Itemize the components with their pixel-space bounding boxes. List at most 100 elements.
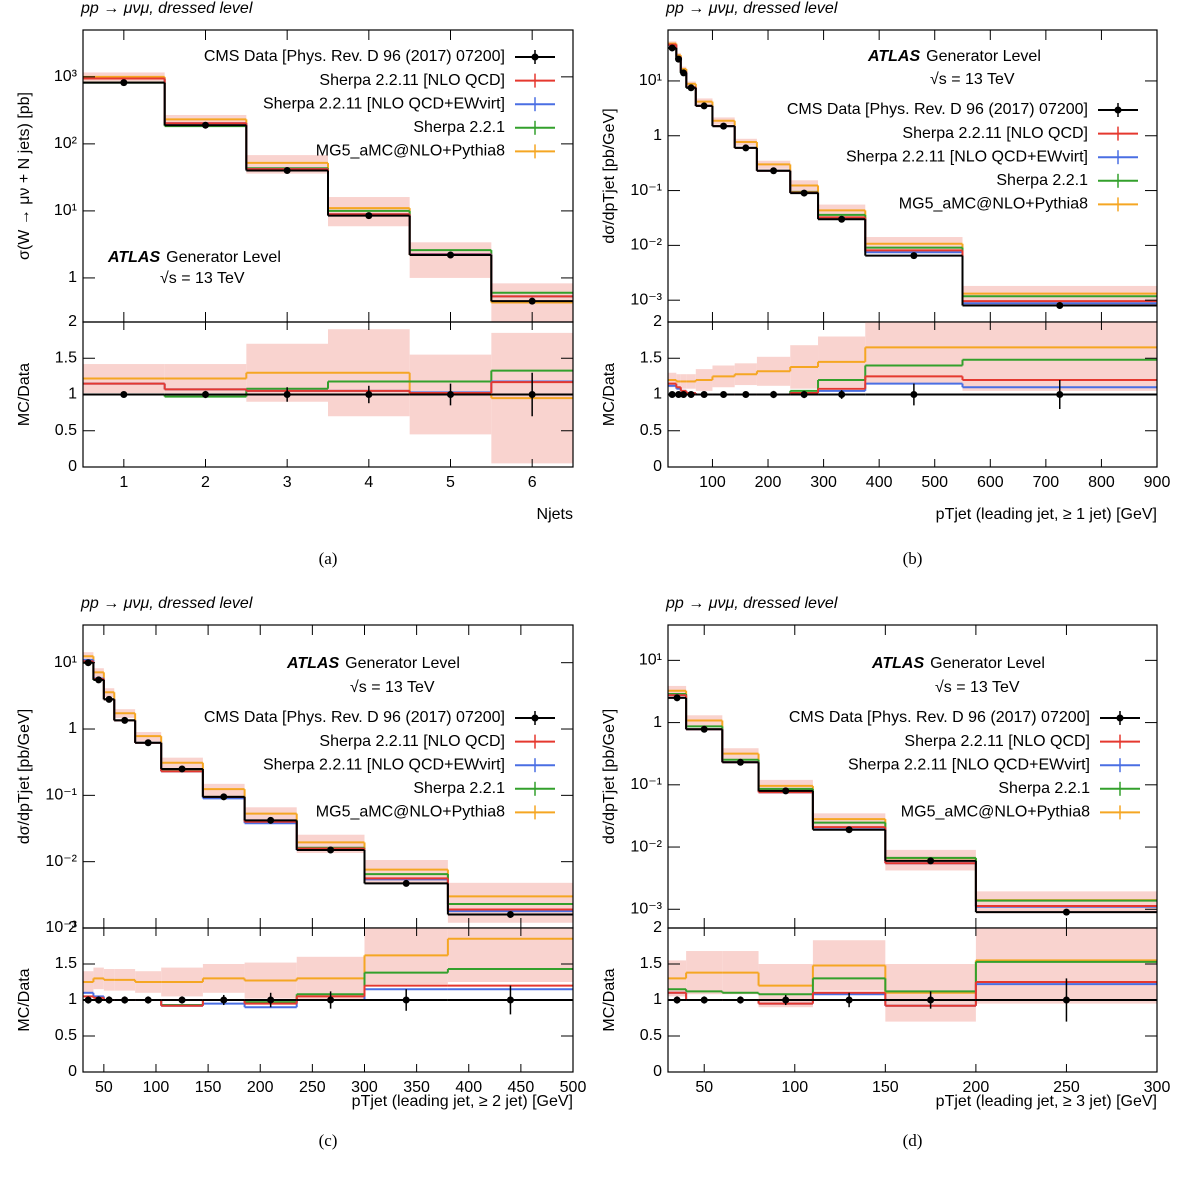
data-point <box>687 84 695 92</box>
y-tick-label: 2 <box>68 313 77 330</box>
x-tick-label: 100 <box>143 1079 170 1096</box>
legend-label: Sherpa 2.2.1 <box>413 119 505 136</box>
y-tick-label: 1 <box>653 386 662 403</box>
y-tick-label: 10⁻² <box>630 838 662 855</box>
data-point <box>202 121 209 129</box>
y-tick-label: 1 <box>68 386 77 403</box>
data-point <box>736 758 744 766</box>
x-tick-label: 200 <box>755 474 782 491</box>
data-point <box>782 996 790 1004</box>
y-axis-label: dσ/dpTjet [pb/GeV] <box>16 709 33 844</box>
data-point <box>800 189 808 197</box>
y-tick-label: 2 <box>653 919 662 936</box>
data-point <box>680 69 688 77</box>
data-point <box>506 910 514 918</box>
atlas-label: ATLAS <box>867 48 920 65</box>
legend-label: MG5_aMC@NLO+Pythia8 <box>316 143 505 160</box>
y-axis-label: MC/Data <box>16 968 33 1031</box>
annotation: Generator Level <box>930 655 1045 672</box>
legend-label: Sherpa 2.2.11 [NLO QCD] <box>319 72 505 89</box>
y-tick-label: 0.5 <box>55 1027 77 1044</box>
y-tick-label: 10¹ <box>639 652 662 669</box>
subtitle: pp → μνμ, dressed level <box>80 595 253 612</box>
subtitle: pp → μνμ, dressed level <box>665 0 838 17</box>
y-axis-label: MC/Data <box>601 968 618 1031</box>
caption: (b) <box>903 549 923 568</box>
x-tick-label: 300 <box>1144 1079 1171 1096</box>
y-tick-label: 1 <box>68 991 77 1008</box>
y-tick-label: 1.5 <box>640 349 662 366</box>
data-point <box>770 167 778 175</box>
data-point <box>267 996 275 1004</box>
x-tick-label: 700 <box>1033 474 1060 491</box>
atlas-label: ATLAS <box>871 655 924 672</box>
legend-label: Sherpa 2.2.11 [NLO QCD+EWvirt] <box>263 95 505 112</box>
annotation: √s = 13 TeV <box>160 270 245 287</box>
data-point <box>700 102 708 110</box>
data-point <box>120 391 128 398</box>
annotation: √s = 13 TeV <box>350 679 435 696</box>
atlas-label: ATLAS <box>107 249 160 266</box>
data-point <box>720 391 728 398</box>
y-tick-label: 2 <box>68 919 77 936</box>
x-axis-label: pTjet (leading jet, ≥ 3 jet) [GeV] <box>936 1093 1157 1110</box>
y-axis-label: dσ/dpTjet [pb/GeV] <box>601 108 618 243</box>
legend-label: CMS Data [Phys. Rev. D 96 (2017) 07200] <box>204 48 505 65</box>
data-point <box>121 716 129 724</box>
data-point <box>178 765 186 773</box>
uncertainty-band <box>447 928 573 982</box>
x-tick-label: 4 <box>364 474 373 491</box>
data-point <box>675 55 683 63</box>
y-tick-label: 10² <box>54 135 78 152</box>
data-point <box>402 996 410 1004</box>
y-axis-label: MC/Data <box>601 363 618 426</box>
data-point <box>283 391 291 398</box>
legend-label: MG5_aMC@NLO+Pythia8 <box>316 804 505 821</box>
plot-area <box>668 685 1157 916</box>
y-tick-label: 1 <box>653 127 662 144</box>
data-point <box>447 391 454 398</box>
data-point <box>800 391 808 398</box>
x-tick-label: 350 <box>403 1079 430 1096</box>
y-tick-label: 0.5 <box>640 422 662 439</box>
legend-label: MG5_aMC@NLO+Pythia8 <box>899 196 1088 213</box>
data-point <box>700 996 708 1004</box>
data-point <box>700 725 708 733</box>
y-tick-label: 0 <box>653 458 662 475</box>
annotation: √s = 13 TeV <box>935 679 1020 696</box>
annotation: √s = 13 TeV <box>930 71 1015 88</box>
data-point <box>680 391 688 398</box>
data-point <box>365 212 373 220</box>
data-point <box>220 793 228 801</box>
legend-label: Sherpa 2.2.1 <box>998 780 1090 797</box>
plot-area <box>83 652 573 923</box>
y-tick-label: 2 <box>653 313 662 330</box>
y-tick-label: 10⁻³ <box>630 291 662 308</box>
data-point <box>1062 908 1070 916</box>
data-point <box>720 122 728 130</box>
data-point <box>770 391 778 398</box>
data-point <box>687 391 695 398</box>
y-tick-label: 1 <box>68 269 77 286</box>
x-tick-label: 100 <box>699 474 726 491</box>
data-point <box>1056 302 1064 310</box>
y-tick-label: 0.5 <box>55 422 77 439</box>
annotation: Generator Level <box>926 48 1041 65</box>
y-tick-label: 10⁻³ <box>45 919 77 936</box>
data-point <box>700 391 708 398</box>
legend-label: Sherpa 2.2.1 <box>413 780 505 797</box>
uncertainty-band <box>975 891 1157 914</box>
x-tick-label: 400 <box>455 1079 482 1096</box>
y-tick-label: 0 <box>68 1063 77 1080</box>
subtitle: pp → μνμ, dressed level <box>665 595 838 612</box>
legend-marker <box>531 714 539 722</box>
data-point <box>327 996 335 1004</box>
caption: (c) <box>319 1131 338 1150</box>
legend-label: MG5_aMC@NLO+Pythia8 <box>901 804 1090 821</box>
legend-marker <box>531 53 539 61</box>
y-tick-label: 10¹ <box>639 72 662 89</box>
x-tick-label: 900 <box>1144 474 1171 491</box>
legend-label: Sherpa 2.2.11 [NLO QCD+EWvirt] <box>263 756 505 773</box>
data-point <box>506 996 514 1004</box>
